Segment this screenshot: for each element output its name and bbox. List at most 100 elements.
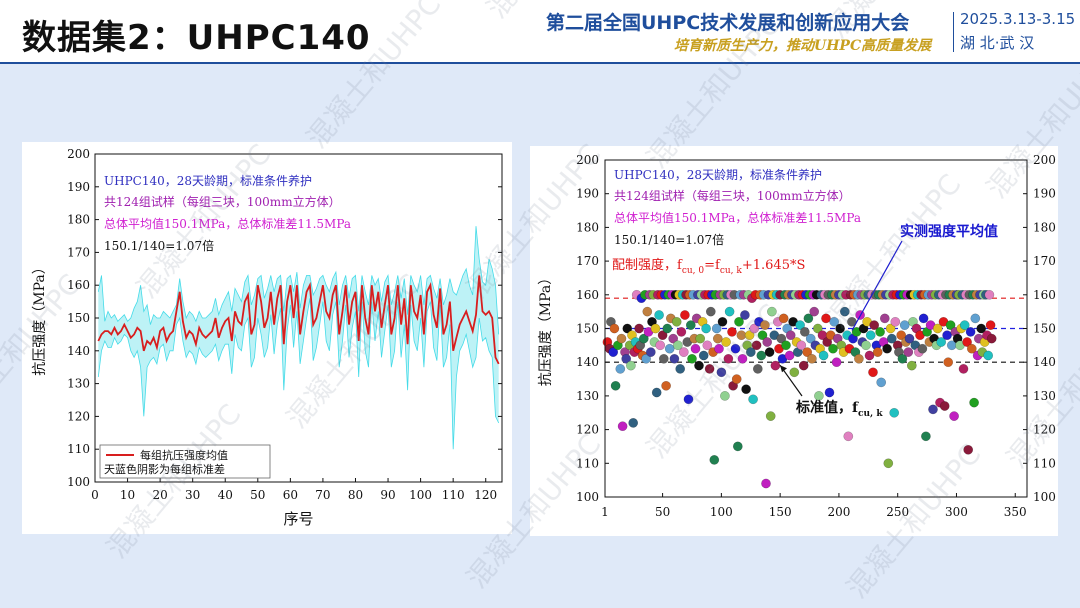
scatter-point (802, 347, 813, 357)
scatter-point (943, 357, 954, 368)
scatter-point (798, 360, 809, 371)
annotation-text: 总体平均值150.1MPa，总体标准差11.5MPa (614, 210, 861, 225)
scatter-point (709, 455, 720, 465)
x-tick-label: 200 (827, 505, 850, 519)
y-tick-label-right: 130 (1033, 389, 1056, 403)
annotation-text: UHPC140，28天龄期，标准条件养护 (104, 173, 312, 188)
y-tick-label-right: 200 (1033, 153, 1056, 167)
scatter-point (757, 330, 768, 341)
scatter-point (752, 364, 763, 374)
formula-part-prefix: 配制强度， (612, 257, 677, 273)
y-tick-label-right: 180 (1033, 220, 1056, 234)
scatter-point (932, 323, 943, 334)
conference-location: 湖 北·武 汉 (960, 34, 1035, 52)
y-tick-label: 180 (67, 213, 90, 227)
header-divider (953, 12, 954, 52)
x-tick-label: 70 (315, 488, 330, 502)
characteristic-arrow-head (780, 365, 787, 373)
legend-label-mean: 每组抗压强度均值 (140, 448, 228, 462)
scatter-point (865, 330, 876, 341)
x-tick-label: 40 (218, 488, 233, 502)
y-tick-label-right: 100 (1033, 490, 1056, 504)
scatter-point (664, 343, 675, 354)
scatter-point (634, 323, 644, 334)
scatter-point (896, 330, 907, 341)
scatter-point (714, 343, 724, 354)
scatter-point (965, 327, 976, 337)
scatter-point (761, 478, 771, 489)
formula-part-f1: f (677, 258, 683, 273)
x-tick-label: 120 (474, 488, 497, 502)
scatter-point (886, 333, 897, 344)
scatter-point (963, 444, 974, 455)
formula-part-sub1: cu, 0 (682, 266, 705, 276)
scatter-point (727, 327, 737, 337)
scatter-point (903, 347, 914, 357)
scatter-point (864, 350, 875, 361)
scatter-point (716, 367, 727, 378)
formula-part-eq: =f (704, 258, 721, 273)
scatter-point (835, 323, 845, 334)
scatter-point (778, 313, 789, 324)
mean-line-label: 实测强度平均值 (900, 223, 998, 240)
formula-part-suffix: +1.645*S (742, 258, 806, 273)
y-tick-label: 150 (67, 311, 90, 325)
scatter-point (641, 353, 651, 364)
y-tick-label: 120 (67, 409, 90, 423)
scatter-point (897, 353, 908, 364)
scatter-point (809, 306, 820, 317)
x-tick-label: 110 (442, 488, 465, 502)
y-tick-label: 120 (576, 423, 599, 437)
scatter-point (921, 431, 931, 442)
y-tick-label: 160 (67, 278, 90, 292)
scatter-point (698, 350, 709, 361)
scatter-point (872, 347, 883, 357)
y-tick-label: 100 (576, 490, 599, 504)
scatter-point (986, 333, 997, 344)
scatter-point (736, 330, 747, 341)
scatter-point (799, 327, 810, 337)
y-tick-label: 180 (576, 220, 599, 234)
scatter-point (876, 377, 887, 388)
scatter-point (711, 323, 722, 334)
scatter-point (807, 353, 817, 364)
scatter-point (730, 343, 741, 354)
x-tick-label: 300 (945, 505, 968, 519)
y-tick-label: 110 (67, 442, 90, 456)
scatter-point (949, 411, 959, 421)
scatter-point (690, 343, 701, 354)
scatter-point (868, 367, 878, 378)
x-tick-label: 1 (601, 505, 609, 519)
scatter-point (621, 353, 632, 364)
scatter-point (737, 353, 748, 364)
scatter-point (657, 330, 668, 341)
y-axis-label: 抗压强度（MPa） (32, 260, 48, 375)
std-band-lower-edge (97, 298, 500, 450)
scatter-point (795, 320, 805, 330)
scatter-point (661, 380, 671, 391)
x-tick-label: 90 (380, 488, 395, 502)
scatter-point (818, 350, 829, 361)
scatter-point (906, 360, 917, 371)
x-tick-label: 80 (348, 488, 363, 502)
scatter-point (945, 320, 956, 330)
characteristic-label-sub: cu, k (858, 409, 883, 419)
scatter-point (985, 320, 996, 330)
scatter-point (767, 306, 777, 317)
scatter-point (628, 418, 639, 428)
scatter-point (814, 391, 824, 401)
scatter-point (789, 367, 800, 378)
scatter-point (821, 313, 831, 324)
scatter-point (668, 333, 679, 344)
x-tick-label: 350 (1004, 505, 1027, 519)
x-axis-label: 序号 (283, 510, 313, 528)
scatter-point (861, 340, 871, 351)
y-tick-label: 160 (576, 288, 599, 302)
scatter-point (734, 316, 744, 327)
slide-title: 数据集2：UHPC140 (22, 18, 371, 58)
scatter-point (705, 306, 716, 317)
scatter-point (984, 289, 995, 300)
scatter-point (756, 350, 767, 361)
formula-part-sub2: cu, k (720, 266, 743, 276)
